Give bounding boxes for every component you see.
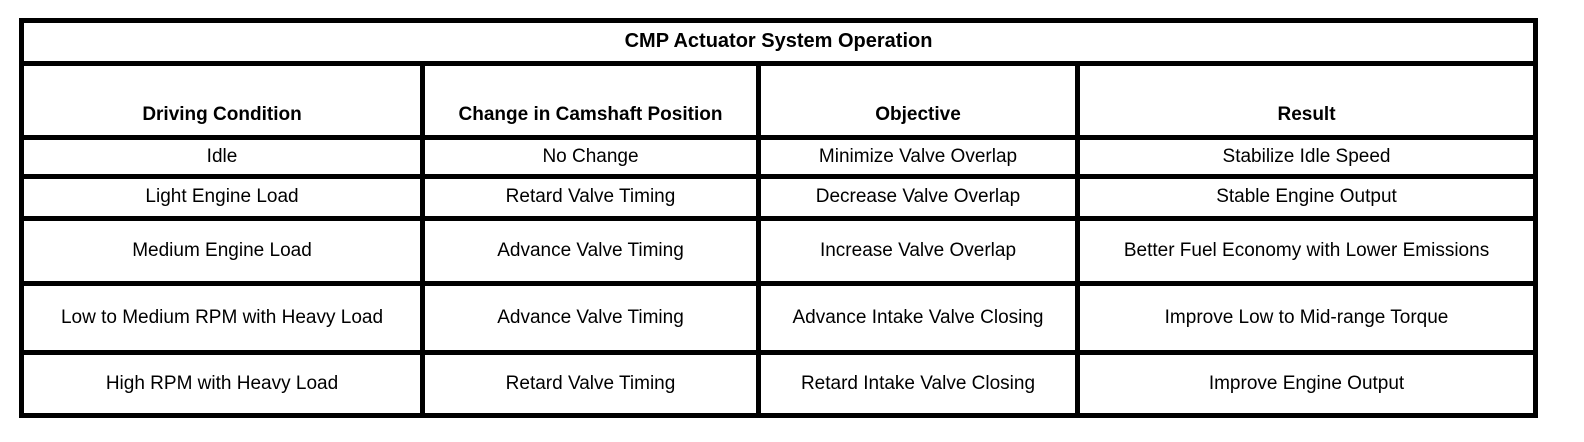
column-header-driving-condition: Driving Condition: [19, 61, 425, 140]
cell-driving-condition: Low to Medium RPM with Heavy Load: [19, 281, 425, 355]
cmp-actuator-system-operation-table: CMP Actuator System Operation Driving Co…: [18, 18, 1539, 418]
cell-camshaft-position: Retard Valve Timing: [420, 174, 761, 221]
cell-driving-condition: High RPM with Heavy Load: [19, 350, 425, 418]
table-row: High RPM with Heavy Load Retard Valve Ti…: [19, 350, 1539, 418]
column-header-result: Result: [1074, 61, 1539, 140]
cell-driving-condition: Idle: [19, 135, 425, 179]
cell-result: Improve Low to Mid-range Torque: [1074, 281, 1539, 355]
table-row: Medium Engine Load Advance Valve Timing …: [19, 216, 1539, 286]
cmp-actuator-table-container: CMP Actuator System Operation Driving Co…: [18, 18, 1539, 418]
table-row: Idle No Change Minimize Valve Overlap St…: [19, 135, 1539, 179]
table-row: Low to Medium RPM with Heavy Load Advanc…: [19, 281, 1539, 355]
cell-result: Stabilize Idle Speed: [1074, 135, 1539, 179]
cell-objective: Increase Valve Overlap: [756, 216, 1080, 286]
table-header-row: Driving Condition Change in Camshaft Pos…: [19, 61, 1539, 140]
cell-result: Improve Engine Output: [1074, 350, 1539, 418]
table-row: Light Engine Load Retard Valve Timing De…: [19, 174, 1539, 221]
cell-driving-condition: Light Engine Load: [19, 174, 425, 221]
cell-objective: Advance Intake Valve Closing: [756, 281, 1080, 355]
column-header-objective: Objective: [756, 61, 1080, 140]
cell-objective: Minimize Valve Overlap: [756, 135, 1080, 179]
cell-camshaft-position: Advance Valve Timing: [420, 281, 761, 355]
table-title-row: CMP Actuator System Operation: [18, 18, 1539, 66]
cell-camshaft-position: Advance Valve Timing: [420, 216, 761, 286]
cell-driving-condition: Medium Engine Load: [19, 216, 425, 286]
cell-objective: Decrease Valve Overlap: [756, 174, 1080, 221]
cell-objective: Retard Intake Valve Closing: [756, 350, 1080, 418]
table-title: CMP Actuator System Operation: [18, 18, 1539, 66]
cell-camshaft-position: Retard Valve Timing: [420, 350, 761, 418]
cell-result: Better Fuel Economy with Lower Emissions: [1074, 216, 1539, 286]
cell-camshaft-position: No Change: [420, 135, 761, 179]
column-header-change-in-camshaft-position: Change in Camshaft Position: [420, 61, 761, 140]
cell-result: Stable Engine Output: [1074, 174, 1539, 221]
